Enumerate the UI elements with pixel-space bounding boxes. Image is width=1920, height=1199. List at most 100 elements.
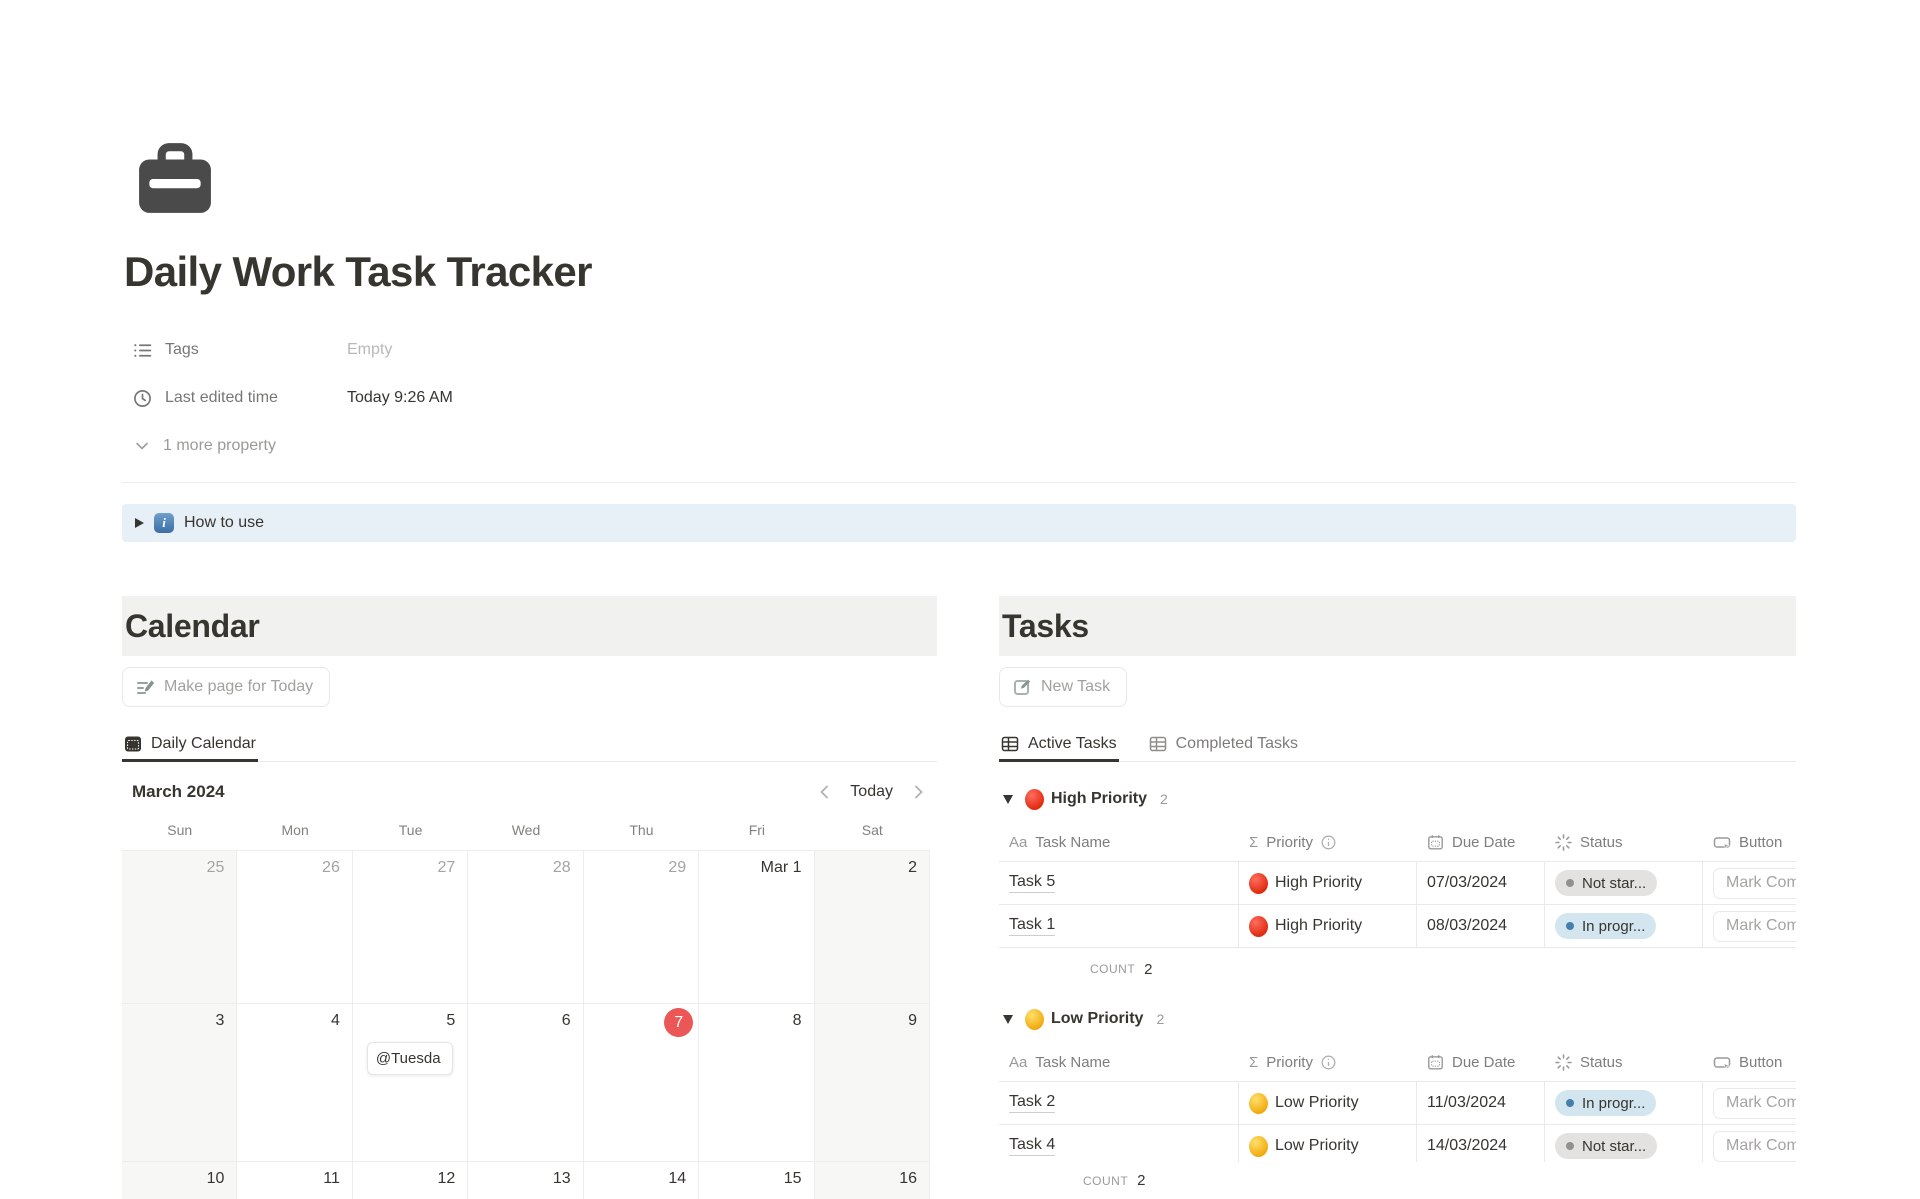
- day-number: 3: [215, 1012, 225, 1029]
- calendar-day-cell[interactable]: 14: [584, 1162, 700, 1199]
- day-number: 11: [323, 1170, 340, 1187]
- calendar-day-cell[interactable]: 9: [814, 1004, 930, 1161]
- column-button[interactable]: Button: [1703, 1044, 1796, 1081]
- weekday-header-row: Sun Mon Tue Wed Thu Fri Sat: [122, 822, 930, 838]
- group-name: High Priority: [1051, 790, 1148, 807]
- tab-completed-tasks[interactable]: Completed Tasks: [1147, 727, 1300, 762]
- today-badge: 7: [664, 1008, 694, 1037]
- status-pill[interactable]: In progr...: [1555, 913, 1657, 939]
- weekday-label: Tue: [398, 822, 423, 838]
- calendar-day-cell[interactable]: 25: [122, 851, 238, 1003]
- formula-icon: Σ: [1249, 1054, 1259, 1071]
- calendar-day-cell[interactable]: 2: [814, 851, 930, 1003]
- column-button[interactable]: Button: [1703, 824, 1796, 861]
- property-value-last-edited[interactable]: Today 9:26 AM: [347, 389, 453, 406]
- task-title-link[interactable]: Task 4: [1009, 1136, 1056, 1156]
- day-number: 10: [206, 1170, 225, 1187]
- calendar-day-cell[interactable]: 28: [468, 851, 584, 1003]
- weekday-label: Wed: [511, 822, 541, 838]
- red-circle-emoji: [1249, 872, 1268, 894]
- button-property-icon: [1713, 1054, 1731, 1072]
- calendar-day-cell[interactable]: 15: [699, 1162, 815, 1199]
- today-button[interactable]: Today: [850, 783, 893, 800]
- calendar-day-cell[interactable]: 16: [814, 1162, 930, 1199]
- text-property-icon: Aa: [1009, 834, 1028, 851]
- mark-complete-button[interactable]: Mark Complete: [1713, 910, 1796, 942]
- group-header[interactable]: High Priority 2: [999, 786, 1796, 812]
- task-title-link[interactable]: Task 1: [1009, 916, 1056, 936]
- chevron-down-icon: [131, 435, 153, 457]
- day-number: 28: [552, 859, 571, 876]
- toggle-down-icon[interactable]: [1003, 1014, 1013, 1024]
- day-number: 2: [908, 859, 917, 876]
- task-title-link[interactable]: Task 5: [1009, 873, 1056, 893]
- calendar-day-cell[interactable]: 8: [699, 1004, 815, 1161]
- calendar-event-pill[interactable]: @Tuesda: [366, 1042, 453, 1075]
- mark-complete-button[interactable]: Mark Complete: [1713, 1087, 1796, 1119]
- task-row[interactable]: Task 2 Low Priority 11/03/2024 In progr.…: [999, 1082, 1796, 1125]
- day-number: 16: [899, 1170, 917, 1187]
- new-task-button[interactable]: New Task: [999, 667, 1128, 707]
- task-row[interactable]: Task 5 High Priority 07/03/2024 Not star…: [999, 862, 1796, 905]
- next-month-icon[interactable]: [913, 785, 925, 799]
- page-icon-briefcase[interactable]: [136, 140, 214, 218]
- column-priority[interactable]: Σ Priority: [1239, 1044, 1417, 1081]
- day-number: 8: [792, 1012, 802, 1029]
- calendar-day-cell[interactable]: 11: [237, 1162, 353, 1199]
- column-due-date[interactable]: Due Date: [1417, 1044, 1545, 1081]
- status-property-icon: [1555, 834, 1572, 851]
- calendar-toolbar: March 2024 Today: [122, 780, 937, 804]
- column-status[interactable]: Status: [1545, 1044, 1703, 1081]
- mark-complete-button[interactable]: Mark Complete: [1713, 867, 1796, 899]
- how-to-use-callout[interactable]: i How to use: [122, 504, 1796, 542]
- group-count-row[interactable]: COUNT 2: [992, 1162, 1796, 1199]
- calendar-day-cell[interactable]: 27: [353, 851, 469, 1003]
- calendar-day-cell[interactable]: 10: [122, 1162, 238, 1199]
- calendar-day-cell[interactable]: 3: [122, 1004, 238, 1161]
- prev-month-icon[interactable]: [818, 785, 830, 799]
- make-page-for-today-button[interactable]: Make page for Today: [122, 667, 331, 707]
- formula-icon: Σ: [1249, 834, 1259, 851]
- mark-complete-button[interactable]: Mark Complete: [1713, 1130, 1796, 1162]
- task-title-link[interactable]: Task 2: [1009, 1093, 1056, 1113]
- calendar-heading: Calendar: [125, 607, 260, 644]
- property-last-edited-time[interactable]: Last edited time Today 9:26 AM: [122, 378, 1796, 418]
- calendar-day-cell[interactable]: Mar 1: [699, 851, 815, 1003]
- day-number: 4: [330, 1012, 340, 1029]
- weekday-label: Thu: [629, 822, 654, 838]
- property-value-tags[interactable]: Empty: [347, 341, 393, 358]
- status-pill[interactable]: Not star...: [1555, 870, 1658, 896]
- toggle-right-icon[interactable]: [135, 518, 144, 528]
- column-task-name[interactable]: Aa Task Name: [1009, 1054, 1111, 1071]
- group-header[interactable]: Low Priority 2: [999, 1006, 1796, 1032]
- calendar-day-cell[interactable]: 13: [468, 1162, 584, 1199]
- toggle-down-icon[interactable]: [1003, 794, 1013, 804]
- task-row[interactable]: Task 1 High Priority 08/03/2024 In progr…: [999, 905, 1796, 948]
- calendar-column: Calendar Make page for Today: [122, 596, 937, 1199]
- column-task-name[interactable]: Aa Task Name: [1009, 834, 1111, 851]
- more-properties-toggle[interactable]: 1 more property: [122, 426, 1796, 466]
- calendar-day-cell-today[interactable]: 7: [584, 1004, 700, 1161]
- property-label: Tags: [165, 341, 199, 358]
- calendar-day-cell[interactable]: 26: [237, 851, 353, 1003]
- table-view-icon: [1001, 735, 1019, 753]
- column-priority[interactable]: Σ Priority: [1239, 824, 1417, 861]
- status-pill[interactable]: Not star...: [1555, 1133, 1658, 1159]
- due-date-value: 11/03/2024: [1427, 1094, 1506, 1111]
- calendar-property-icon: [1427, 1054, 1444, 1071]
- calendar-day-cell[interactable]: 29: [584, 851, 700, 1003]
- calendar-day-cell[interactable]: 6: [468, 1004, 584, 1161]
- status-pill[interactable]: In progr...: [1555, 1090, 1657, 1116]
- tab-label: Daily Calendar: [151, 735, 256, 752]
- column-due-date[interactable]: Due Date: [1417, 824, 1545, 861]
- due-date-value: 14/03/2024: [1427, 1137, 1508, 1154]
- group-count-row[interactable]: COUNT 2: [999, 948, 1796, 990]
- tab-active-tasks[interactable]: Active Tasks: [999, 727, 1119, 762]
- tab-daily-calendar[interactable]: Daily Calendar: [122, 727, 258, 762]
- calendar-day-cell[interactable]: 5 @Tuesda: [353, 1004, 469, 1161]
- day-number: 14: [668, 1170, 687, 1187]
- property-tags[interactable]: Tags Empty: [122, 330, 1796, 370]
- column-status[interactable]: Status: [1545, 824, 1703, 861]
- calendar-day-cell[interactable]: 12: [353, 1162, 469, 1199]
- calendar-day-cell[interactable]: 4: [237, 1004, 353, 1161]
